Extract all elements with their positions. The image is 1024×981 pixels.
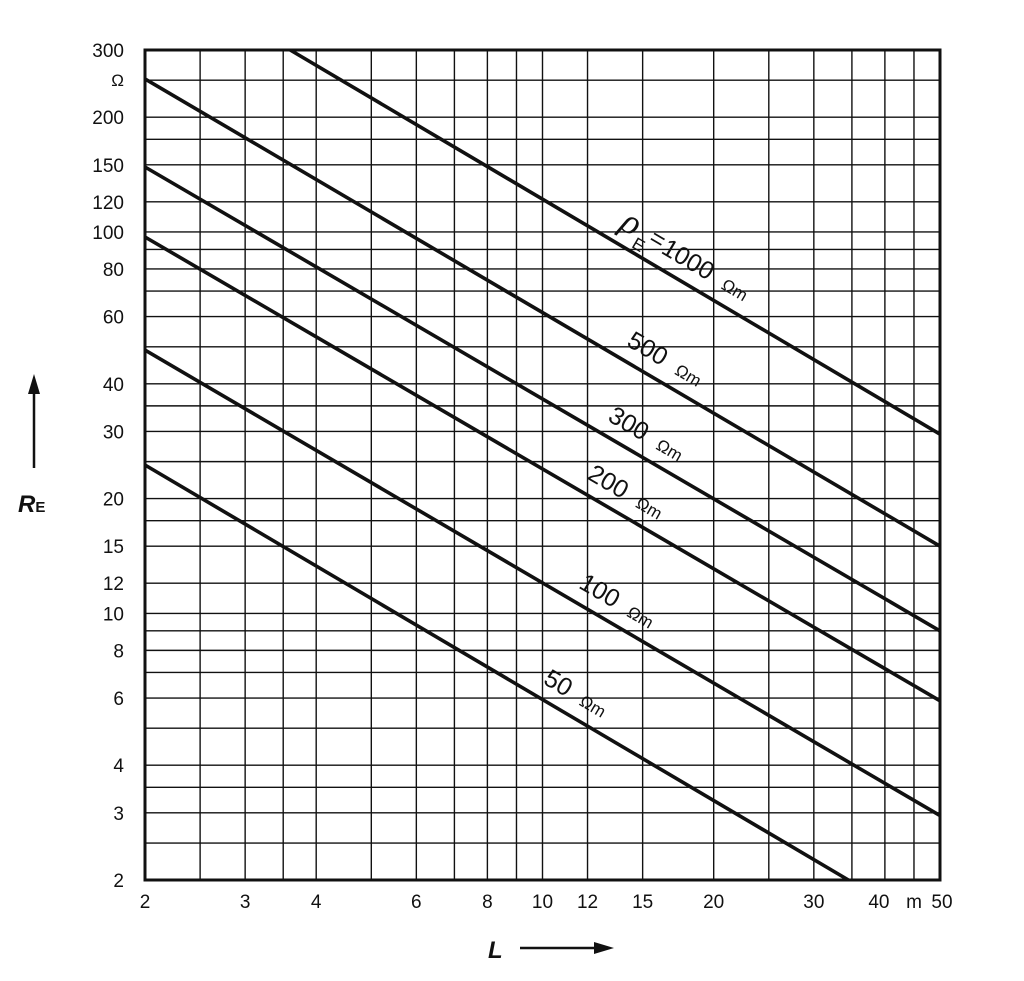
y-tick-labels: 2 3 4 6 8 10 12 15 20 30 40 60 80 100 120 150 200 300 Ω xyxy=(92,41,124,892)
y-tick-label: 3 xyxy=(113,804,124,825)
x-tick-label: 50 xyxy=(931,892,952,913)
curve-50-ohm-m xyxy=(144,463,850,882)
curve-1000-ohm-m xyxy=(289,48,941,436)
x-axis-title: L xyxy=(488,937,614,964)
y-tick-label: 8 xyxy=(113,641,124,662)
x-tick-label: 30 xyxy=(803,892,824,913)
x-tick-label: 6 xyxy=(411,892,422,913)
curve-200-ohm-m xyxy=(144,235,941,703)
curve-label-unit: Ωm xyxy=(624,603,657,633)
x-tick-labels: 2 3 4 6 8 10 12 15 20 30 40 50 m xyxy=(140,892,953,913)
curve-label-value: 1000 xyxy=(657,233,719,285)
x-tick-label: 40 xyxy=(868,892,889,913)
y-axis-label: R xyxy=(18,491,36,518)
y-axis-arrow-head xyxy=(28,374,40,394)
y-tick-label: 300 xyxy=(92,41,124,62)
curve-100-ohm-m xyxy=(144,348,941,818)
x-axis-arrow-head xyxy=(594,942,614,954)
x-tick-label: 3 xyxy=(240,892,251,913)
svg-text:RE: RE xyxy=(18,491,45,518)
curve-300-ohm-m xyxy=(144,165,941,633)
y-tick-label: 2 xyxy=(113,871,124,892)
y-tick-label: 30 xyxy=(103,422,124,443)
x-tick-label: 8 xyxy=(482,892,493,913)
curve-label-unit: Ωm xyxy=(653,435,686,465)
y-tick-label: 100 xyxy=(92,223,124,244)
x-unit-label: m xyxy=(906,892,922,913)
resistance-curves xyxy=(144,48,941,882)
x-tick-label: 12 xyxy=(577,892,598,913)
y-axis-label-subscript: E xyxy=(35,499,45,516)
curve-500-ohm-m xyxy=(144,77,941,548)
x-tick-label: 2 xyxy=(140,892,151,913)
curve-label-unit: Ωm xyxy=(672,361,705,391)
y-tick-label: 120 xyxy=(92,193,124,214)
y-tick-label: 10 xyxy=(103,604,124,625)
y-tick-label: 6 xyxy=(113,689,124,710)
x-tick-label: 15 xyxy=(632,892,653,913)
y-tick-label: 200 xyxy=(92,108,124,129)
x-tick-label: 20 xyxy=(703,892,724,913)
y-tick-label: 15 xyxy=(103,537,124,558)
curve-label-unit: Ωm xyxy=(718,275,751,305)
y-tick-label: 60 xyxy=(103,308,124,329)
y-tick-label: 20 xyxy=(103,490,124,511)
x-axis-label: L xyxy=(488,937,503,964)
y-tick-label: 12 xyxy=(103,574,124,595)
x-tick-label: 10 xyxy=(532,892,553,913)
y-tick-label: 150 xyxy=(92,156,124,177)
y-unit-label: Ω xyxy=(111,71,124,90)
grid-lines xyxy=(144,49,941,881)
y-axis-title: RE xyxy=(18,374,45,518)
x-tick-label: 4 xyxy=(311,892,322,913)
curve-label-unit: Ωm xyxy=(576,691,609,721)
y-tick-label: 4 xyxy=(113,756,124,777)
y-tick-label: 80 xyxy=(103,260,124,281)
y-tick-label: 40 xyxy=(103,375,124,396)
curve-label-value: 50 xyxy=(539,664,577,702)
